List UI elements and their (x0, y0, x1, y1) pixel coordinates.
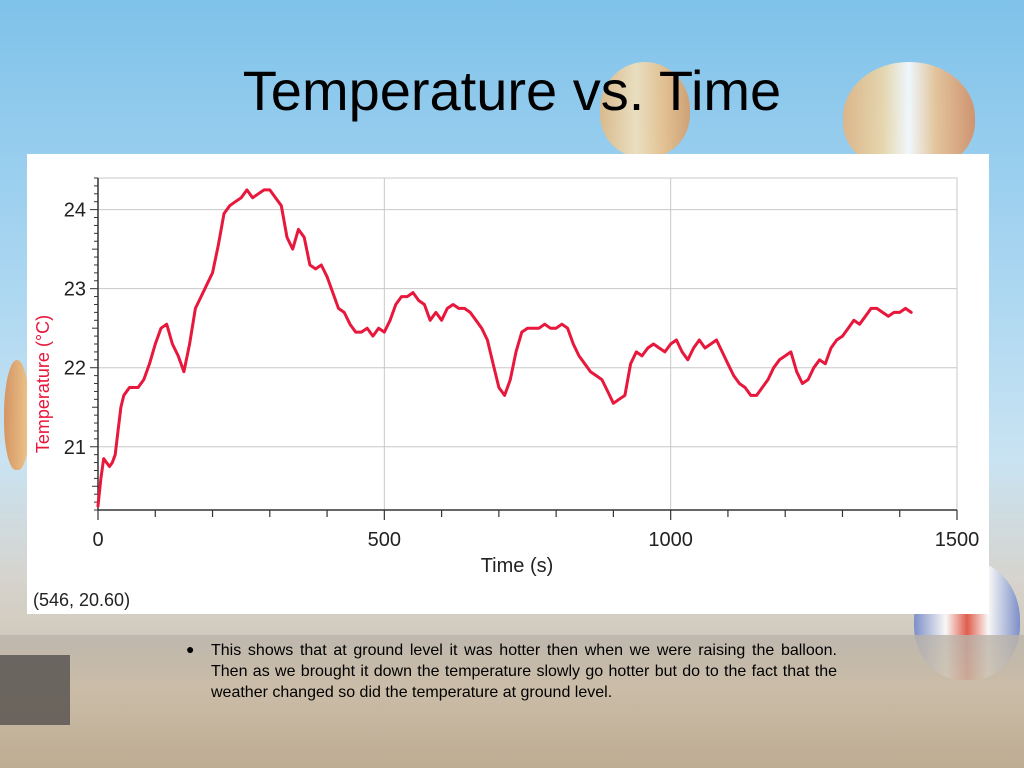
y-tick-label: 23 (64, 279, 86, 301)
y-tick-label: 21 (64, 437, 86, 459)
chart-panel: 0 500 1000 1500 21 22 23 24 Time (s) Temperatur… (27, 154, 989, 614)
x-tick-label: 500 (368, 529, 401, 551)
grid-lines (97, 177, 958, 511)
ground-scene (0, 635, 1024, 768)
x-axis-label: Time (s) (481, 555, 554, 577)
plot-frame (97, 177, 958, 511)
bullet-point: This shows that at ground level it was h… (185, 640, 837, 703)
x-tick-label: 1500 (935, 529, 980, 551)
x-tick-label: 1000 (648, 529, 693, 551)
hot-air-balloon-left (4, 360, 30, 470)
cursor-coordinate-readout: (546, 20.60) (33, 590, 131, 610)
y-axis-label: Temperature (°C) (33, 315, 53, 453)
slide-title: Temperature vs. Time (242, 59, 782, 122)
bullet-marker: ● (186, 641, 195, 657)
temperature-series-line (96, 188, 913, 508)
hot-air-balloon-right (843, 62, 975, 172)
ground-vehicle (0, 655, 70, 725)
tick-labels: 0 500 1000 1500 21 22 23 24 (64, 200, 980, 551)
y-tick-label: 24 (64, 200, 86, 222)
bullet-text: This shows that at ground level it was h… (211, 642, 837, 701)
x-tick-label: 0 (92, 529, 103, 551)
y-tick-label: 22 (64, 358, 86, 380)
temperature-time-chart: 0 500 1000 1500 21 22 23 24 Time (s) Temperatur… (33, 177, 980, 577)
hot-air-balloon-center (600, 62, 690, 157)
axes (90, 177, 958, 520)
